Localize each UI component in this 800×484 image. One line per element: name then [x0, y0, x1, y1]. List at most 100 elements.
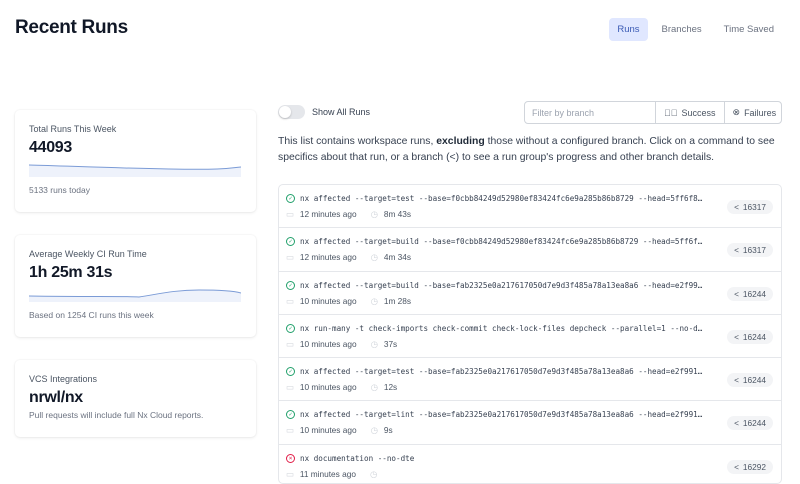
tab-runs[interactable]: Runs — [609, 18, 648, 41]
success-icon: ✓ — [286, 367, 295, 377]
run-command-link[interactable]: nx affected --target=test --base=fab2325… — [300, 367, 704, 377]
run-command-link[interactable]: nx affected --target=test --base=f0cbb84… — [300, 194, 704, 203]
total-runs-card: Total Runs This Week 44093 5133 runs tod… — [15, 110, 256, 212]
run-row[interactable]: × nx documentation --no-dte ▭ 11 minutes a… — [279, 445, 781, 483]
calendar-icon: ▭ — [286, 382, 294, 393]
run-time: 10 minutes ago — [299, 425, 357, 436]
branch-badge[interactable]: <16317 — [727, 200, 773, 214]
sparkline — [29, 289, 241, 302]
branch-badge[interactable]: <16244 — [727, 373, 773, 388]
check-circle-icon: ✓⃝ — [664, 107, 678, 118]
branch-number: 16244 — [742, 418, 766, 429]
top-nav: Runs Branches Time Saved — [609, 18, 782, 41]
success-icon: ✓ — [286, 410, 295, 420]
branch-number: 16244 — [742, 288, 766, 299]
run-command-link[interactable]: nx affected --target=build --base=f0cbb8… — [300, 237, 704, 247]
card-sub: Pull requests will include full Nx Cloud… — [29, 410, 204, 420]
success-label: Success — [681, 107, 716, 118]
card-label: VCS Integrations — [29, 374, 98, 384]
list-description: This list contains workspace runs, exclu… — [278, 136, 775, 163]
run-row[interactable]: ✓ nx affected --target=test --base=fab232… — [279, 358, 781, 402]
card-sub: Based on 1254 CI runs this week — [29, 310, 154, 320]
card-value: 1h 25m 31s — [29, 264, 113, 281]
vcs-card: VCS Integrations nrwl/nx Pull requests w… — [15, 360, 256, 437]
run-time: 11 minutes ago — [299, 468, 356, 479]
branch-icon: < — [734, 375, 739, 386]
branch-badge[interactable]: <16244 — [727, 416, 773, 431]
tab-time-saved[interactable]: Time Saved — [723, 24, 774, 35]
branch-icon: < — [734, 202, 739, 212]
run-duration: 12s — [383, 382, 398, 393]
failure-icon: × — [286, 453, 295, 463]
run-row[interactable]: ✓ nx affected --target=build --base=fab23… — [279, 272, 781, 315]
card-value: nrwl/nx — [29, 389, 83, 406]
run-duration: 1m 28s — [383, 295, 412, 306]
run-duration: 8m 43s — [383, 209, 412, 219]
success-icon: ✓ — [286, 323, 295, 333]
success-icon: ✓ — [286, 237, 295, 247]
show-all-runs-label: Show All Runs — [312, 107, 371, 117]
branch-icon: < — [449, 152, 456, 163]
run-row[interactable]: ✓ nx affected --target=build --base=f0cbb… — [279, 228, 781, 272]
calendar-icon: ▭ — [286, 425, 294, 436]
run-duration: 9s — [383, 425, 393, 436]
run-time: 10 minutes ago — [299, 295, 357, 306]
filter-bar: ✓⃝Success ⊗Failures — [524, 101, 782, 124]
failures-label: Failures — [744, 107, 777, 118]
clock-icon: ◷ — [370, 338, 378, 349]
calendar-icon: ▭ — [286, 338, 294, 349]
clock-icon: ◷ — [370, 425, 378, 436]
run-row[interactable]: ✓ nx affected --target=lint --base=fab232… — [279, 401, 781, 445]
run-row[interactable]: ✓ nx affected --target=test --base=f0cbb8… — [279, 185, 781, 229]
run-command-link[interactable]: nx run-many -t check-imports check-commi… — [300, 323, 704, 333]
failures-filter-button[interactable]: ⊗ Failures — [723, 102, 785, 123]
page-title: Recent Runs — [15, 17, 128, 38]
branch-badge[interactable]: <16244 — [727, 286, 773, 301]
branch-badge[interactable]: <16292 — [727, 459, 773, 474]
branch-filter-input[interactable] — [525, 102, 656, 123]
sparkline — [29, 164, 241, 177]
clock-icon: ◷ — [370, 252, 378, 263]
branch-icon: < — [734, 461, 739, 472]
run-row[interactable]: ✓ nx run-many -t check-imports check-comm… — [279, 315, 781, 359]
branch-badge[interactable]: <16244 — [727, 329, 773, 344]
run-time: 12 minutes ago — [299, 209, 357, 219]
avg-run-time-card: Average Weekly CI Run Time 1h 25m 31s Ba… — [15, 235, 256, 337]
calendar-icon: ▭ — [286, 209, 294, 219]
clock-icon: ◷ — [370, 209, 378, 219]
card-label: Average Weekly CI Run Time — [29, 249, 147, 259]
branch-number: 16244 — [742, 331, 766, 342]
success-filter-button[interactable]: ✓⃝ Success — [656, 102, 724, 123]
card-value: 44093 — [29, 139, 72, 156]
branch-icon: < — [734, 418, 739, 429]
calendar-icon: ▭ — [286, 468, 294, 479]
run-command-link[interactable]: nx affected --target=lint --base=fab2325… — [300, 410, 704, 420]
runs-list: ✓ nx affected --target=test --base=f0cbb8… — [278, 184, 782, 484]
success-icon: ✓ — [286, 280, 295, 290]
clock-icon: ◷ — [369, 468, 378, 479]
run-command-link[interactable]: nx affected --target=build --base=fab232… — [300, 280, 704, 290]
run-duration: 37s — [383, 338, 398, 349]
branch-icon: < — [734, 245, 739, 256]
branch-number: 16317 — [742, 202, 766, 212]
clock-icon: ◷ — [370, 382, 378, 393]
tab-branches[interactable]: Branches — [661, 24, 702, 35]
card-sub: 5133 runs today — [29, 185, 90, 195]
show-all-runs-toggle[interactable] — [278, 105, 305, 119]
run-time: 10 minutes ago — [299, 338, 357, 349]
success-icon: ✓ — [286, 194, 295, 203]
branch-badge[interactable]: <16317 — [727, 243, 773, 258]
run-command-link[interactable]: nx documentation --no-dte — [300, 453, 415, 463]
run-duration: 4m 34s — [383, 252, 412, 263]
run-time: 10 minutes ago — [299, 382, 357, 393]
x-circle-icon: ⊗ — [732, 107, 741, 117]
branch-number: 16317 — [742, 245, 766, 256]
branch-number: 16244 — [742, 375, 766, 386]
calendar-icon: ▭ — [286, 295, 294, 306]
branch-icon: < — [734, 331, 739, 342]
branch-number: 16292 — [742, 461, 766, 472]
branch-icon: < — [734, 288, 739, 299]
calendar-icon: ▭ — [286, 252, 294, 263]
card-label: Total Runs This Week — [29, 124, 117, 134]
clock-icon: ◷ — [370, 295, 378, 306]
